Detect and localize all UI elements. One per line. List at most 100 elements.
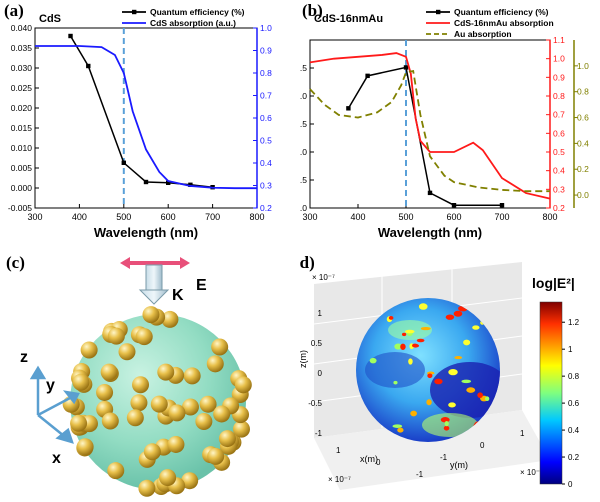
gold-nanoparticle <box>167 435 185 453</box>
gold-nanoparticle <box>183 367 201 385</box>
y-left-tick-label: 2.0 <box>300 91 307 101</box>
field-hotspot <box>400 343 406 351</box>
x-tick-label: 700 <box>205 212 220 222</box>
field-hotspot <box>412 343 418 348</box>
field-hotspot <box>427 373 433 379</box>
series-point <box>346 106 351 111</box>
y-left-tick-label: 0.005 <box>11 163 33 173</box>
y-right2-tick-label: 1.0 <box>577 61 589 71</box>
y-right-tick-label: 0.8 <box>260 68 272 78</box>
axis-triad <box>29 365 80 444</box>
panel-d-label: (d) <box>300 253 315 272</box>
y-left-tick-label: 0.035 <box>11 43 33 53</box>
gold-nanoparticle <box>130 394 148 412</box>
y-right-tick-label: 0.3 <box>260 181 272 191</box>
y-right2-tick-label: 0.0 <box>577 190 589 200</box>
series-point <box>121 160 126 165</box>
y-right-tick-label: 0.9 <box>260 46 272 56</box>
gold-nanoparticle <box>232 420 250 438</box>
x-tick-label: 1 <box>336 446 341 455</box>
z-tick-label: 0 <box>318 369 323 378</box>
y-right-tick-label: 0.5 <box>553 147 565 157</box>
field-hotspot <box>445 314 455 320</box>
chart-title: CdS-16nmAu <box>314 13 383 25</box>
field-hotspot <box>404 329 415 334</box>
field-hotspot <box>426 399 432 406</box>
z-tick-label: 1 <box>318 309 323 318</box>
y-right-tick-label: 0.6 <box>260 113 272 123</box>
y-right-tick-label: 0.4 <box>553 166 565 176</box>
z-tick-label: -1 <box>315 429 323 438</box>
legend-label: CdS-16nmAu absorption <box>454 18 554 28</box>
field-hotspot <box>463 339 471 346</box>
y-right-tick-label: 1.0 <box>260 23 272 33</box>
field-hotspot <box>453 310 463 317</box>
field-hotspot <box>440 417 450 423</box>
legend-marker <box>436 9 441 15</box>
field-hotspot <box>434 378 443 385</box>
gold-nanoparticle <box>101 412 119 430</box>
gold-nanoparticle <box>181 472 199 490</box>
y-tick-label: 1 <box>520 429 525 438</box>
field-hotspot <box>369 357 377 364</box>
field-hotspot <box>444 420 449 427</box>
field-hotspot <box>477 392 483 398</box>
gold-nanoparticle <box>80 341 98 359</box>
gold-nanoparticle <box>150 395 168 413</box>
y-tick-label: -1 <box>440 453 448 462</box>
x-tick-label: 0 <box>376 458 381 467</box>
y-left-tick-label: -0.005 <box>8 203 32 213</box>
chart-b: (b)CdS-16nmAu 300 400 500 600 700 800 Wavelengt… <box>295 1 589 240</box>
x-tick-label: 800 <box>542 212 557 222</box>
y-left-tick-label: 0.000 <box>11 183 33 193</box>
field-hotspots <box>365 303 500 437</box>
field-hotspot <box>401 332 407 337</box>
axis-x-label: x <box>52 450 61 467</box>
field-hotspot <box>397 427 404 433</box>
field-hotspot <box>472 325 480 330</box>
colorbar <box>539 301 563 485</box>
y-left-tick-label: 1.5 <box>300 119 307 129</box>
y-left-tick-label: 0.015 <box>11 123 33 133</box>
field-hotspot <box>443 425 450 431</box>
y-right2-tick-label: 0.6 <box>577 113 589 123</box>
field-hotspot <box>418 303 428 310</box>
x-tick-label: 700 <box>494 212 509 222</box>
x-axis-label: x(m) <box>360 454 378 464</box>
gold-nanoparticle <box>157 363 175 381</box>
gold-nanoparticle <box>107 327 125 345</box>
field-hotspot <box>392 424 403 428</box>
colorbar-tick-label: 0 <box>568 480 573 489</box>
z-axis-label: z(m) <box>300 350 308 368</box>
d-axis-ticks: 1 0.5 0 -0.5 -1 1 0 -1 -1 0 1 <box>308 309 525 479</box>
panel-b: (b) CdS-16nmAu 300 400 500 600 700 800 Wavelengt… <box>295 0 600 250</box>
series-point <box>166 180 171 185</box>
y-right2-tick-label: 0.8 <box>577 87 589 97</box>
gold-nanoparticle <box>199 395 217 413</box>
plot-box-floor <box>314 410 550 490</box>
x-tick-label: 300 <box>302 212 317 222</box>
y-left-tick-label: 0.025 <box>11 83 33 93</box>
gold-nanoparticle <box>161 310 179 328</box>
gold-nanoparticle <box>107 462 125 480</box>
x-tick-label: 400 <box>350 212 365 222</box>
x-axis-label: Wavelength (nm) <box>94 225 198 240</box>
gold-nanoparticle <box>118 343 136 361</box>
x-tick-label: 600 <box>161 212 176 222</box>
y-tick-label: 0 <box>480 441 485 450</box>
field-hotspot <box>410 410 417 417</box>
x-tick-label: 500 <box>398 212 413 222</box>
field-hotspot <box>416 338 425 343</box>
series-line <box>309 69 550 193</box>
gold-nanoparticle <box>143 443 161 461</box>
y-left-tick-label: 2.5 <box>300 63 307 73</box>
z-exp-label: × 10⁻⁷ <box>312 273 335 282</box>
gold-nanoparticle <box>207 447 225 465</box>
legend-marker <box>132 9 137 15</box>
gold-nanoparticle <box>76 438 94 456</box>
gold-nanoparticle <box>168 404 186 422</box>
panel-d: (d) × 10⁻⁷ × 10⁻⁷ × 10⁻⁷ z(m) x(m) y(m) … <box>294 250 600 497</box>
axis-z-label: z <box>20 349 28 366</box>
x-tick-label: 300 <box>27 212 42 222</box>
z-tick-label: 0.5 <box>311 339 323 348</box>
